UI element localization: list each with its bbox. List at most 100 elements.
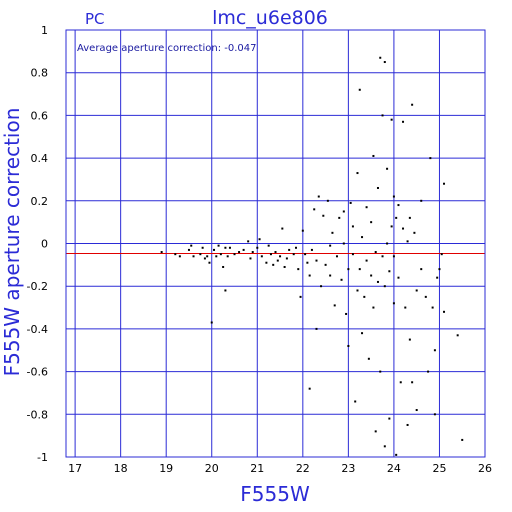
data-point xyxy=(358,88,361,91)
data-point xyxy=(297,268,300,271)
data-point xyxy=(160,251,163,254)
data-point xyxy=(276,259,279,262)
data-point xyxy=(274,251,277,254)
data-point xyxy=(356,289,359,292)
data-point xyxy=(436,276,439,279)
data-point xyxy=(338,216,341,219)
data-point xyxy=(326,199,329,202)
data-point xyxy=(372,154,375,157)
data-point xyxy=(340,278,343,281)
data-point xyxy=(345,312,348,315)
data-point xyxy=(456,334,459,337)
x-tick-label: 23 xyxy=(341,462,355,475)
corner-label: PC xyxy=(85,10,105,28)
data-point xyxy=(358,268,361,271)
data-point xyxy=(187,248,190,251)
x-axis-title: F555W xyxy=(240,482,310,506)
data-point xyxy=(247,240,250,243)
data-point xyxy=(317,195,320,198)
x-tick-label: 26 xyxy=(478,462,492,475)
data-point xyxy=(258,238,261,241)
x-tick-label: 20 xyxy=(205,462,219,475)
data-point xyxy=(281,227,284,230)
data-point xyxy=(427,370,430,373)
data-point xyxy=(395,216,398,219)
data-point xyxy=(429,157,432,160)
chart-title: lmc_u6e806 xyxy=(212,7,328,29)
x-tick-label: 19 xyxy=(159,462,173,475)
y-tick-label: -1 xyxy=(37,451,48,464)
data-point xyxy=(379,370,382,373)
data-point xyxy=(367,357,370,360)
data-point xyxy=(320,285,323,288)
data-point xyxy=(310,248,313,251)
data-point xyxy=(222,265,225,268)
data-point xyxy=(431,306,434,309)
data-point xyxy=(388,270,391,273)
data-point xyxy=(294,246,297,249)
data-point xyxy=(402,227,405,230)
data-point xyxy=(365,206,368,209)
data-point xyxy=(404,306,407,309)
data-point xyxy=(361,332,364,335)
data-point xyxy=(392,255,395,258)
data-point xyxy=(208,261,211,264)
data-point xyxy=(283,265,286,268)
x-tick-label: 18 xyxy=(114,462,128,475)
data-point xyxy=(397,204,400,207)
data-point xyxy=(411,103,414,106)
data-point xyxy=(301,229,304,232)
data-point xyxy=(251,251,254,254)
data-point xyxy=(376,280,379,283)
data-point xyxy=(420,199,423,202)
data-point xyxy=(381,255,384,258)
y-tick-label: 0 xyxy=(41,238,48,251)
data-point xyxy=(415,289,418,292)
data-point xyxy=(217,244,220,247)
y-tick-label: 0.8 xyxy=(31,67,49,80)
data-point xyxy=(392,195,395,198)
data-point xyxy=(424,295,427,298)
data-point xyxy=(383,285,386,288)
data-point xyxy=(260,255,263,258)
x-tick-label: 21 xyxy=(250,462,264,475)
data-point xyxy=(285,257,288,260)
data-point xyxy=(313,208,316,211)
data-point xyxy=(370,274,373,277)
data-point xyxy=(406,240,409,243)
data-point xyxy=(256,246,259,249)
data-point xyxy=(351,225,354,228)
data-point xyxy=(178,255,181,258)
data-point xyxy=(370,221,373,224)
data-point xyxy=(415,409,418,412)
data-point xyxy=(199,253,202,256)
data-point xyxy=(402,120,405,123)
y-tick-label: -0.8 xyxy=(27,408,48,421)
data-point xyxy=(411,381,414,384)
data-point xyxy=(390,225,393,228)
data-point xyxy=(363,295,366,298)
data-point xyxy=(228,246,231,249)
y-tick-label: 1 xyxy=(41,24,48,37)
data-point xyxy=(408,338,411,341)
data-point xyxy=(265,261,268,264)
data-point xyxy=(433,413,436,416)
data-point xyxy=(192,255,195,258)
data-point xyxy=(392,302,395,305)
data-point xyxy=(335,255,338,258)
data-point xyxy=(383,445,386,448)
data-point xyxy=(292,253,295,256)
data-point xyxy=(356,172,359,175)
data-point xyxy=(397,276,400,279)
data-point xyxy=(376,186,379,189)
data-point xyxy=(354,400,357,403)
data-point xyxy=(461,438,464,441)
y-axis-title: F555W aperture correction xyxy=(0,108,24,377)
data-point xyxy=(351,253,354,256)
data-point xyxy=(349,201,352,204)
data-point xyxy=(399,381,402,384)
data-point xyxy=(390,118,393,121)
data-point xyxy=(381,114,384,117)
